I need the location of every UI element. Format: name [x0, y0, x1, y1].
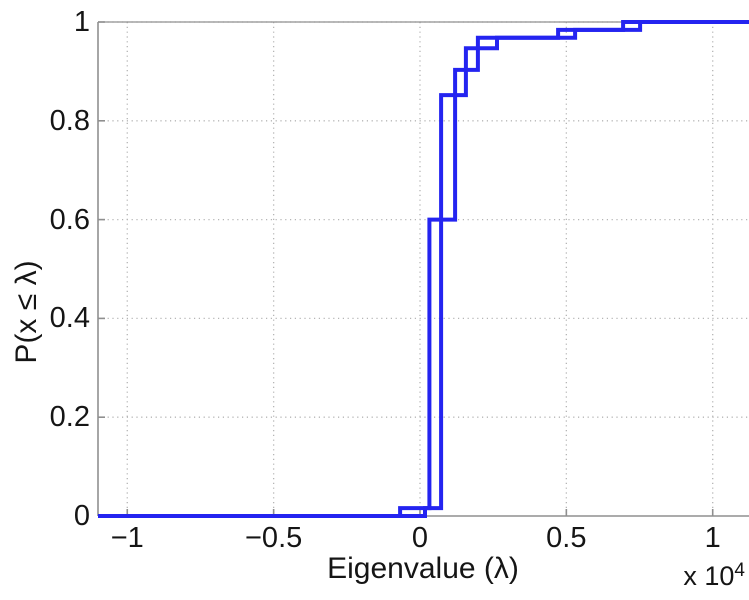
x-axis-label: Eigenvalue (λ): [327, 552, 519, 585]
x-tick-label: 0: [411, 522, 429, 554]
x-tick-label: 1: [704, 522, 721, 554]
x-tick-label: 0.5: [546, 522, 587, 554]
axis-multiplier-base: x 10: [683, 561, 735, 591]
y-tick-label: 0.4: [49, 302, 90, 335]
y-tick-label: 0: [73, 500, 90, 532]
y-tick-label: 0.8: [49, 104, 90, 137]
y-tick-label: 0.6: [49, 203, 90, 236]
x-tick-label: −0.5: [245, 522, 303, 554]
y-tick-label: 1: [73, 6, 90, 38]
cdf-curve-2: [98, 20, 749, 518]
x-tick-label: −1: [110, 522, 144, 554]
y-tick-label: 0.2: [49, 401, 90, 434]
axis-multiplier-label: x 104: [683, 560, 745, 592]
axis-multiplier-exponent: 4: [734, 560, 745, 581]
cdf-curve-1: [98, 20, 749, 518]
